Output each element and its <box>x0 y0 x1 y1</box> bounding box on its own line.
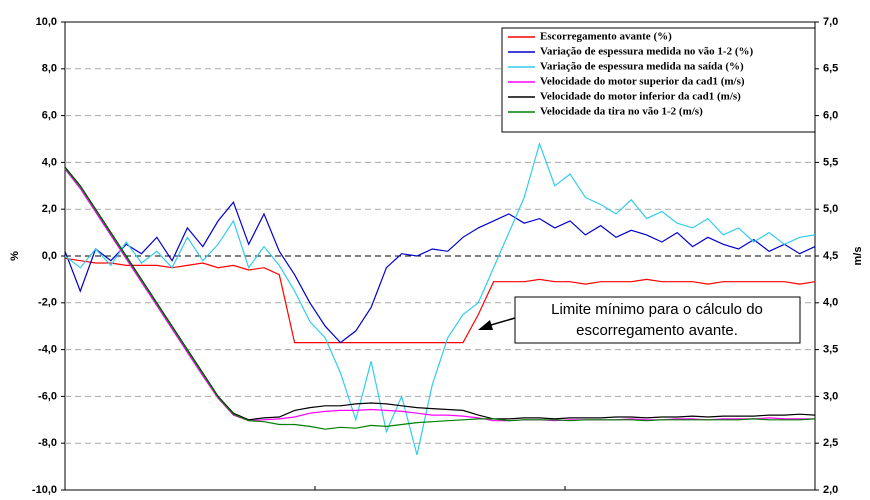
series-line <box>64 201 816 344</box>
y2-tick-label: 4,5 <box>823 250 838 262</box>
y-tick-label: -4,0 <box>38 344 57 356</box>
legend-label: Escorregamento avante (%) <box>540 31 672 43</box>
y2-axis-label: m/s <box>852 247 864 266</box>
y-tick-label: 4,0 <box>42 156 57 168</box>
y2-tick-label: 5,5 <box>823 156 838 168</box>
y-tick-label: -10,0 <box>32 484 57 495</box>
legend-label: Velocidade do motor superior da cad1 (m/… <box>540 76 745 88</box>
annotation: escorregamento avante. <box>576 322 738 339</box>
annotation-box <box>514 296 801 344</box>
legend-label: Velocidade do motor inferior da cad1 (m/… <box>540 91 741 103</box>
y2-tick-label: 7,0 <box>823 16 838 28</box>
y-tick-label: 0,0 <box>42 250 57 262</box>
y-tick-label: -6,0 <box>38 390 57 402</box>
y2-tick-label: 3,0 <box>823 390 838 402</box>
y-tick-label: 8,0 <box>42 63 57 75</box>
series-line <box>64 141 816 456</box>
y2-tick-label: 4,0 <box>823 297 838 309</box>
y2-tick-label: 3,5 <box>823 344 838 356</box>
legend <box>501 27 816 133</box>
y2-tick-label: 5,0 <box>823 203 838 215</box>
y-tick-label: 2,0 <box>42 203 57 215</box>
series-line <box>64 166 816 421</box>
legend-label: Variação de espessura medida no vão 1-2 … <box>540 46 754 58</box>
y2-tick-label: 6,0 <box>823 110 838 122</box>
y2-tick-label: 2,5 <box>823 437 838 449</box>
y-tick-label: 6,0 <box>42 110 57 122</box>
y-tick-label: -8,0 <box>38 437 57 449</box>
y2-tick-label: 2,0 <box>823 484 838 495</box>
series-line <box>64 168 815 422</box>
y-axis-label: % <box>9 251 21 261</box>
arrow-head <box>478 320 493 330</box>
legend-label: Variação de espessura medida na saída (%… <box>540 61 744 73</box>
y-tick-label: -2,0 <box>38 297 57 309</box>
y2-tick-label: 6,5 <box>823 63 838 75</box>
legend-label: Velocidade da tira no vão 1-2 (m/s) <box>540 106 703 118</box>
y-tick-label: 10,0 <box>36 16 57 28</box>
series-line <box>64 167 816 430</box>
series-line <box>64 257 816 344</box>
annotation: Limite mínimo para o cálculo do <box>551 301 763 318</box>
